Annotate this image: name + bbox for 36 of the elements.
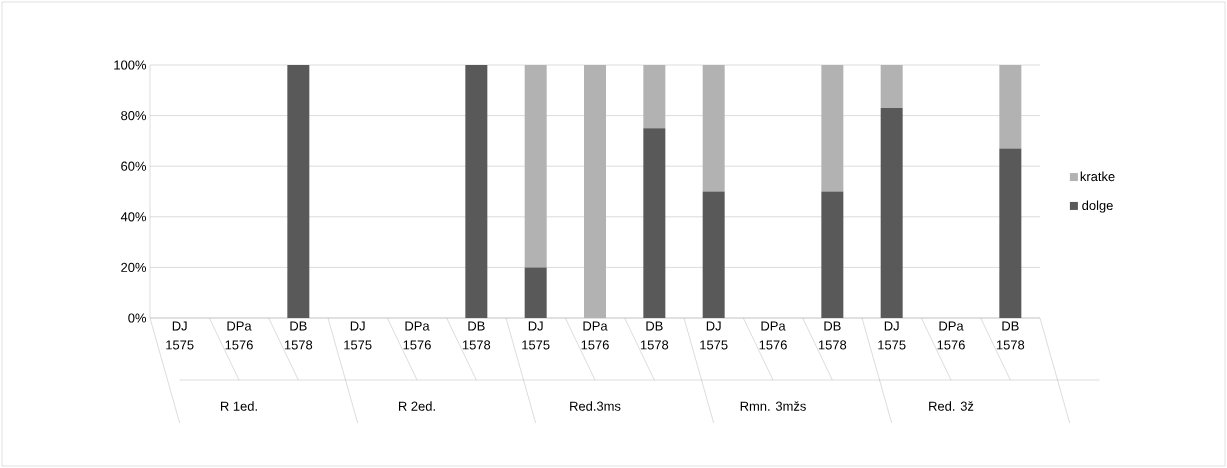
text: Red.3ms: [570, 401, 621, 411]
bar: [880, 108, 903, 318]
x-tick-label: DJ 1575: [700, 321, 728, 350]
x-tick-label: DPa 1576: [937, 321, 965, 350]
bar: [821, 191, 844, 318]
legend-label: kratke: [1080, 171, 1115, 182]
bar: [287, 65, 310, 318]
bar: [524, 267, 547, 318]
text: Red. 3ž: [929, 401, 974, 411]
x-tick-label: DJ 1575: [522, 321, 550, 350]
x-tick-label: DJ 1575: [878, 321, 906, 350]
x-tick-label: DPa 1576: [403, 321, 431, 350]
y-tick-label: 60%: [121, 161, 147, 171]
y-tick-label: 0%: [128, 313, 147, 323]
x-tick-label: DPa 1576: [759, 321, 787, 350]
x-tick-label: DJ 1575: [166, 321, 194, 350]
x-tick-label: DPa 1576: [581, 321, 609, 350]
y-tick-label: 40%: [120, 212, 147, 222]
x-tick-label: DPa 1576: [225, 321, 253, 350]
x-tick-label: DB 1578: [640, 321, 669, 350]
bar: [999, 148, 1022, 318]
legend-label: dolge: [1082, 200, 1113, 213]
x-tick-label: DB 1578: [462, 321, 491, 350]
x-tick-label: DB 1578: [996, 321, 1025, 350]
bar: [465, 65, 488, 318]
y-tick-label: 100%: [114, 60, 147, 70]
text: Rmn. 3mžs: [740, 401, 806, 411]
bar: [643, 128, 666, 318]
y-tick-label: 20%: [121, 262, 147, 272]
bar: [702, 191, 725, 318]
y-tick-label: 80%: [121, 111, 147, 121]
x-tick-label: DB 1578: [284, 321, 313, 350]
text: R 1ed.: [220, 401, 257, 411]
text: R 2ed.: [398, 401, 435, 411]
x-tick-label: DJ 1575: [344, 321, 372, 350]
x-tick-label: DB 1578: [818, 321, 847, 350]
